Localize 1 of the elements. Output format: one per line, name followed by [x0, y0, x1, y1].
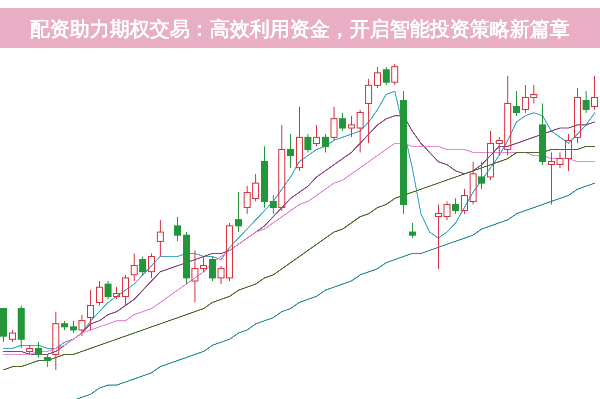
chart-title: 配资助力期权交易：高效利用资金，开启智能投资策略新篇章: [30, 17, 570, 41]
